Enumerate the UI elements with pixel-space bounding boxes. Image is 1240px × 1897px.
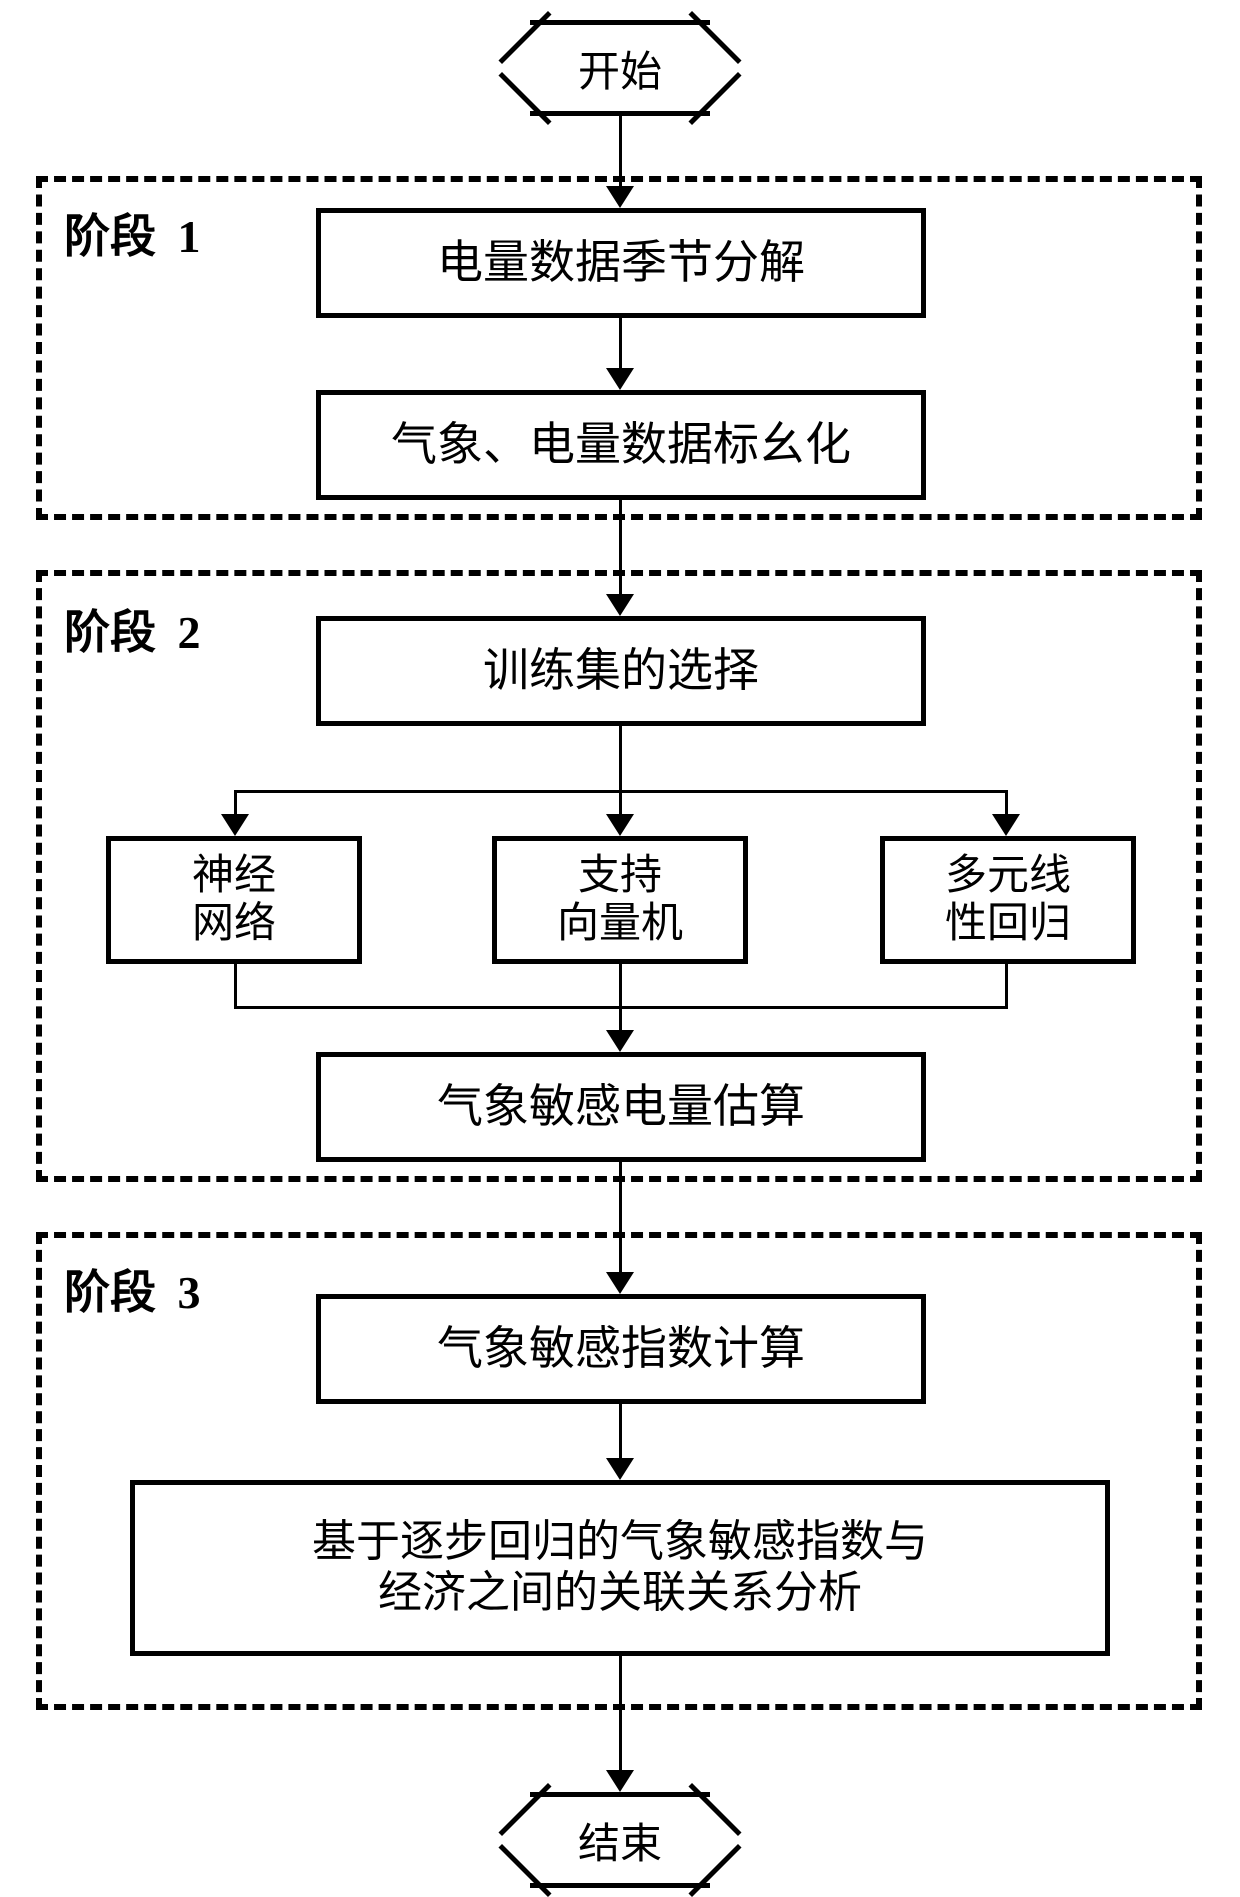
proc-sensitivity-index-text: 气象敏感指数计算 [437,1323,805,1376]
proc-seasonal-decompose: 电量数据季节分解 [316,208,926,318]
proc-sensitivity-index: 气象敏感指数计算 [316,1294,926,1404]
connector-fanin-arrow [606,1030,634,1052]
connector-fanout-stem [619,726,622,790]
proc-normalize-text: 气象、电量数据标幺化 [391,419,851,472]
stage-3-label-number: 3 [178,1267,201,1318]
stage-3-label: 阶段 3 [64,1256,201,1322]
terminator-end: 结束 [530,1792,710,1888]
stage-2-label: 阶段 2 [64,596,201,662]
connector-fanout-arrow-right [992,814,1020,836]
proc-estimate: 气象敏感电量估算 [316,1052,926,1162]
proc-neural-net: 神经 网络 [106,836,362,964]
connector-p1-to-p2-arrow [606,368,634,390]
proc-stepwise-regression-line1: 基于逐步回归的气象敏感指数与 [312,1517,928,1568]
terminator-start: 开始 [530,20,710,116]
connector-fanin-rise-mid [619,964,622,1006]
connector-idx-to-final-arrow [606,1458,634,1480]
connector-fanout-arrow-mid [606,814,634,836]
connector-fanout-drop-left [234,790,237,814]
stage-1-label: 阶段 1 [64,200,201,266]
connector-fanout-drop-mid [619,790,622,814]
stage-2-label-number: 2 [178,607,201,658]
stage-3-label-prefix: 阶段 [64,1267,156,1318]
proc-normalize: 气象、电量数据标幺化 [316,390,926,500]
proc-stepwise-regression: 基于逐步回归的气象敏感指数与 经济之间的关联关系分析 [130,1480,1110,1656]
proc-mlr: 多元线 性回归 [880,836,1136,964]
stage-1-label-number: 1 [178,211,201,262]
proc-seasonal-decompose-text: 电量数据季节分解 [437,237,805,290]
stage-2-label-prefix: 阶段 [64,607,156,658]
proc-svm-line2: 向量机 [557,900,683,948]
connector-fanout-arrow-left [221,814,249,836]
proc-neural-net-line1: 神经 [192,852,276,900]
stage-1-label-prefix: 阶段 [64,211,156,262]
proc-mlr-line1: 多元线 [945,852,1071,900]
connector-final-to-end-arrow [606,1770,634,1792]
connector-final-to-end-line [619,1656,622,1770]
terminator-start-text: 开始 [578,38,662,99]
proc-svm-line1: 支持 [578,852,662,900]
proc-stepwise-regression-line2: 经济之间的关联关系分析 [378,1568,862,1619]
proc-train-select: 训练集的选择 [316,616,926,726]
proc-svm: 支持 向量机 [492,836,748,964]
proc-neural-net-line2: 网络 [192,900,276,948]
connector-fanin-rise-left [234,964,237,1006]
connector-fanout-drop-right [1005,790,1008,814]
connector-idx-to-final-line [619,1404,622,1458]
terminator-end-text: 结束 [578,1810,662,1871]
proc-train-select-text: 训练集的选择 [483,645,759,698]
proc-mlr-line2: 性回归 [945,900,1071,948]
proc-estimate-text: 气象敏感电量估算 [437,1081,805,1134]
connector-fanin-drop [619,1006,622,1030]
connector-fanin-rise-right [1005,964,1008,1006]
connector-p1-to-p2-line [619,318,622,368]
